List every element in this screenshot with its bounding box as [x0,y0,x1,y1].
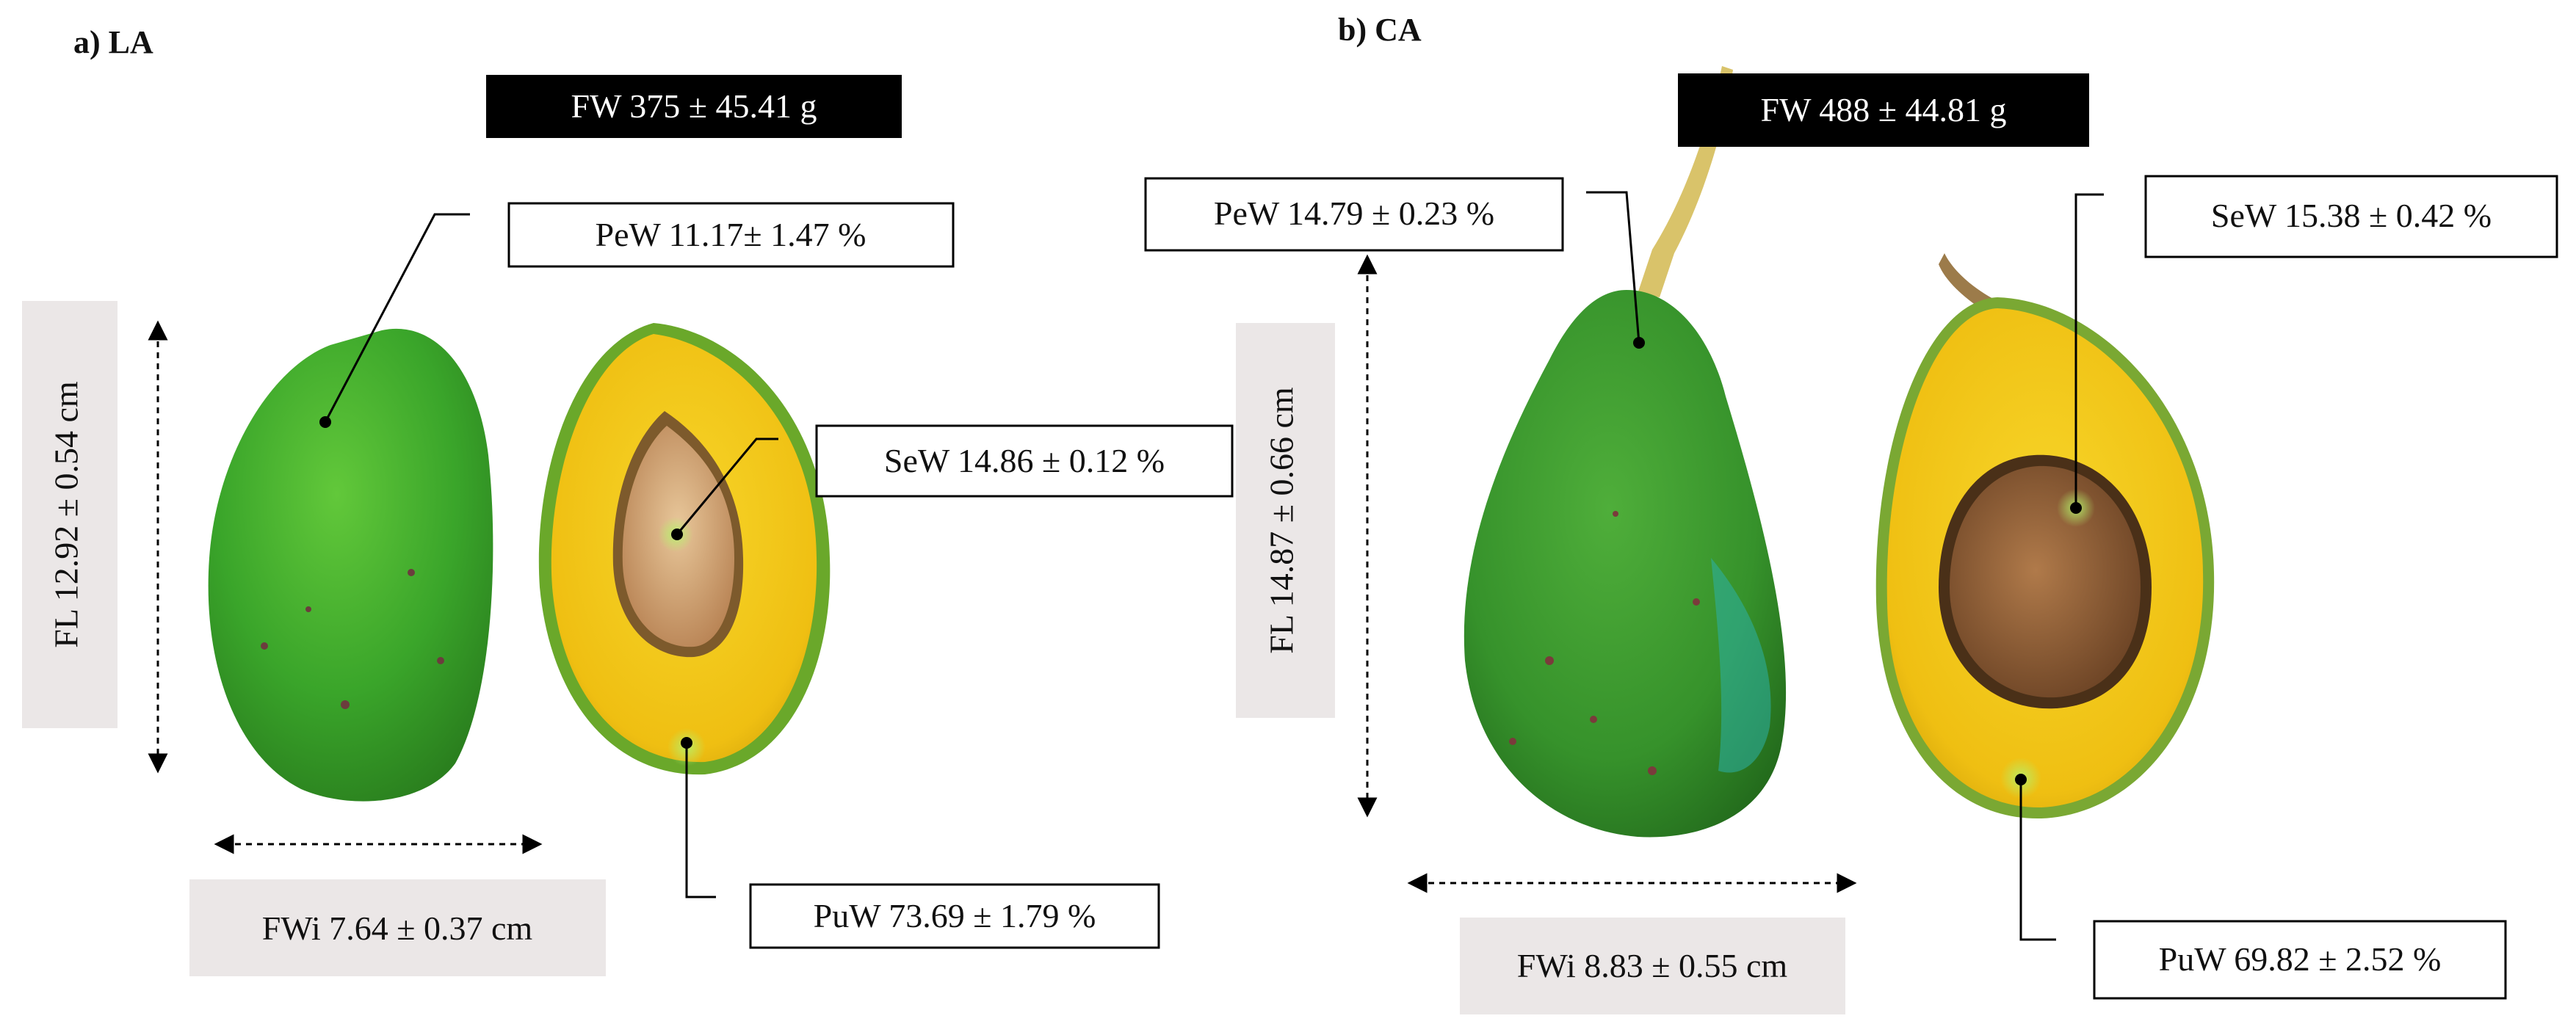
panel-a-puw-text: PuW 73.69 ± 1.79 % [814,897,1096,934]
panel-b-peel-weight-callout: PeW 14.79 ± 0.23 % [1144,177,1645,349]
panel-b-halved-fruit [1875,253,2215,819]
panel-b-sew-text: SeW 15.38 ± 0.42 % [2211,197,2492,234]
panel-b-pew-text: PeW 14.79 ± 0.23 % [1214,195,1494,232]
panel-a-halved-fruit [538,323,831,775]
panel-b-title: b) CA [1338,12,1422,48]
panel-a-peel-weight-callout: PeW 11.17± 1.47 % [319,202,955,428]
panel-a-seed-weight-callout: SeW 14.86 ± 0.12 % [671,424,1234,540]
panel-b-fl-text: FL 14.87 ± 0.66 cm [1263,387,1300,654]
panel-a-title: a) LA [73,24,153,60]
panel-a-fresh-weight-label: FW 375 ± 45.41 g [486,75,902,138]
panel-b-pulp-weight-callout: PuW 69.82 ± 2.52 % [2015,774,2507,1000]
panel-b-fwi-text: FWi 8.83 ± 0.55 cm [1517,947,1788,984]
panel-a-pulp-weight-callout: PuW 73.69 ± 1.79 % [681,737,1160,949]
panel-b-fw-text: FW 488 ± 44.81 g [1761,91,2007,128]
panel-a-whole-fruit [208,328,493,802]
panel-a-pew-text: PeW 11.17± 1.47 % [596,216,866,253]
panel-b-length-dimension: FL 14.87 ± 0.66 cm [1236,254,1378,818]
panel-a-length-dimension: FL 12.92 ± 0.54 cm [22,301,168,774]
panel-b-whole-fruit [1464,290,1787,838]
panel-b-width-dimension: FWi 8.83 ± 0.55 cm [1407,873,1857,1014]
panel-a-sew-text: SeW 14.86 ± 0.12 % [884,442,1165,479]
panel-b-puw-text: PuW 69.82 ± 2.52 % [2159,940,2442,978]
panel-a-fl-text: FL 12.92 ± 0.54 cm [48,381,85,648]
panel-b-fresh-weight-label: FW 488 ± 44.81 g [1678,73,2089,147]
panel-a-width-dimension: FWi 7.64 ± 0.37 cm [189,834,606,976]
panel-a-fw-text: FW 375 ± 45.41 g [571,87,817,125]
panel-b-seed-weight-callout: SeW 15.38 ± 0.42 % [2070,175,2558,514]
panel-a-fwi-text: FWi 7.64 ± 0.37 cm [262,909,533,947]
